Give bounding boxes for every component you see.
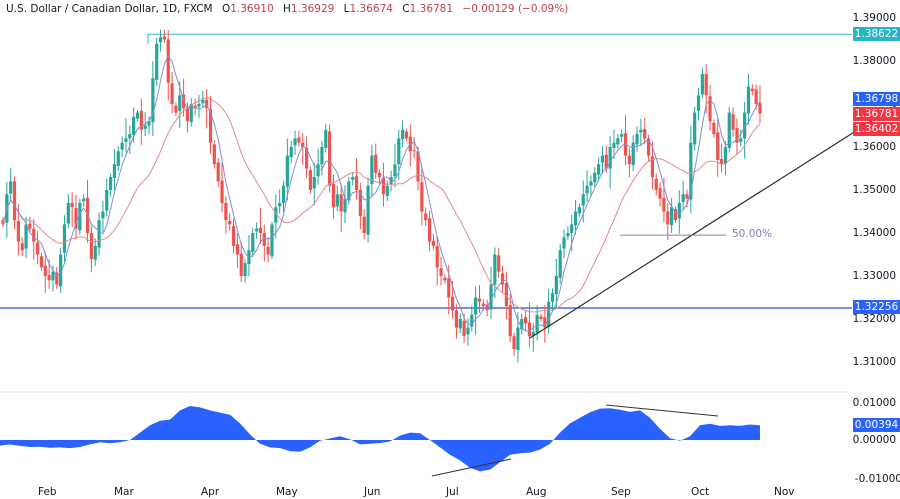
price-tick: 1.33000 [852,270,896,282]
ma-fast-price-tag: 1.36798 [853,92,900,106]
price-tick: 1.32000 [852,313,896,325]
month-label: Mar [114,486,134,498]
high-value: 1.36929 [290,3,335,15]
low-label: L [343,3,350,15]
price-tick: 1.36000 [852,141,896,153]
month-label: May [276,486,298,498]
open-value: 1.36910 [230,3,274,15]
high-label: H [282,3,291,15]
symbol-title: U.S. Dollar / Canadian Dollar, 1D, FXCM [6,3,213,15]
oscillator-divergence-high[interactable] [605,404,719,417]
close-value: 1.36781 [409,3,454,15]
month-label: Nov [774,486,795,498]
price-tick: 1.34000 [852,227,896,239]
month-label: Sep [611,486,631,498]
horizontal-lines[interactable] [0,33,852,309]
month-label: Jul [446,486,459,498]
osc-tick: -0.01000 [854,473,900,485]
month-label: Oct [691,486,710,498]
last-price-tag: 1.36781 [853,107,900,121]
month-label: Feb [38,486,57,498]
oscillator-divergence-low[interactable] [431,458,512,477]
osc-tick: 0.00000 [852,434,896,446]
fib-50-label: 50.00% [732,228,773,240]
price-tick: 1.38000 [852,55,896,67]
oscillator-value-tag: 0.00394 [853,418,900,432]
price-tick: 1.31000 [852,356,896,368]
price-tick: 1.39000 [852,12,896,24]
price-tick: 1.35000 [852,184,896,196]
close-label: C [402,3,410,15]
symbol-legend: U.S. Dollar / Canadian Dollar, 1D, FXCM … [6,3,568,15]
support-price-tag: 1.32256 [853,300,900,314]
month-label: Apr [201,486,220,498]
month-label: Jun [364,486,381,498]
month-label: Aug [526,486,547,498]
ma-fast-line [2,55,761,332]
ma-slow-line [2,97,761,313]
ma-slow-price-tag: 1.36402 [853,122,900,136]
change-value: −0.00129 (−0.09%) [462,3,569,15]
oscillator-area [0,406,760,472]
resistance-price-tag: 1.38622 [853,27,900,41]
low-value: 1.36674 [349,3,393,15]
osc-tick: 0.01000 [852,397,896,409]
candlestick-series [1,29,762,363]
open-label: O [221,3,231,15]
trendline[interactable] [529,102,900,339]
